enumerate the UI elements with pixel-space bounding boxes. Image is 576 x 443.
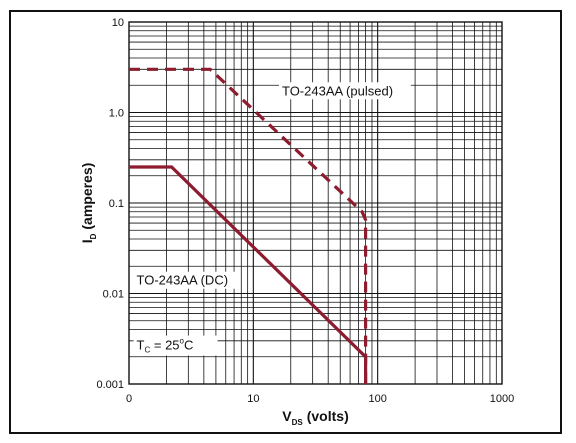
y-tick-label: 0.01 — [103, 289, 124, 301]
series-line-dc — [129, 165, 368, 384]
grid — [129, 22, 502, 384]
case-temperature-degree: o — [180, 337, 185, 346]
x-axis-title-main: V — [282, 408, 292, 424]
y-tick-label: 0.001 — [96, 379, 124, 391]
case-temperature-subscript: C — [144, 346, 150, 355]
x-axis-title: VDS (volts) — [282, 408, 348, 427]
case-temperature-unit: C — [184, 338, 193, 353]
y-axis-title-main: I — [79, 239, 95, 243]
case-temperature-value: = 25 — [150, 338, 179, 353]
x-tick-label: 10 — [247, 393, 259, 405]
series-annotation-dc: TO-243AA (DC) — [137, 273, 229, 288]
case-temperature-symbol: T — [137, 338, 145, 353]
x-axis-title-subscript: DS — [292, 418, 304, 427]
plot-area-border — [128, 21, 503, 385]
y-tick-labels: 0.001 0.01 0.1 1.0 10 — [96, 17, 124, 391]
annotation-background — [278, 82, 411, 100]
y-axis-title-unit: (amperes) — [79, 163, 95, 230]
annotations: TO-243AA (pulsed) TO-243AA (DC) — [133, 82, 411, 356]
case-temperature-background — [133, 335, 218, 356]
series-layer — [129, 67, 368, 384]
series-line-pulsed — [129, 67, 368, 384]
series-annotation-pulsed: TO-243AA (pulsed) — [282, 83, 393, 98]
x-tick-label: 0 — [126, 393, 132, 405]
y-axis-title: ID (amperes) — [79, 163, 98, 244]
y-tick-label: 1.0 — [109, 108, 124, 120]
x-axis-title-unit: (volts) — [307, 408, 349, 424]
y-axis-title-subscript: D — [89, 233, 98, 239]
annotation-background — [133, 271, 236, 289]
y-tick-label: 10 — [112, 17, 124, 29]
x-tick-label: 100 — [368, 393, 386, 405]
y-tick-label: 0.1 — [109, 198, 124, 210]
x-tick-labels: 0 10 100 1000 — [126, 393, 514, 405]
x-tick-label: 1000 — [490, 393, 514, 405]
figure-frame — [9, 10, 562, 434]
case-temperature-label: TC = 25oC — [137, 337, 194, 355]
